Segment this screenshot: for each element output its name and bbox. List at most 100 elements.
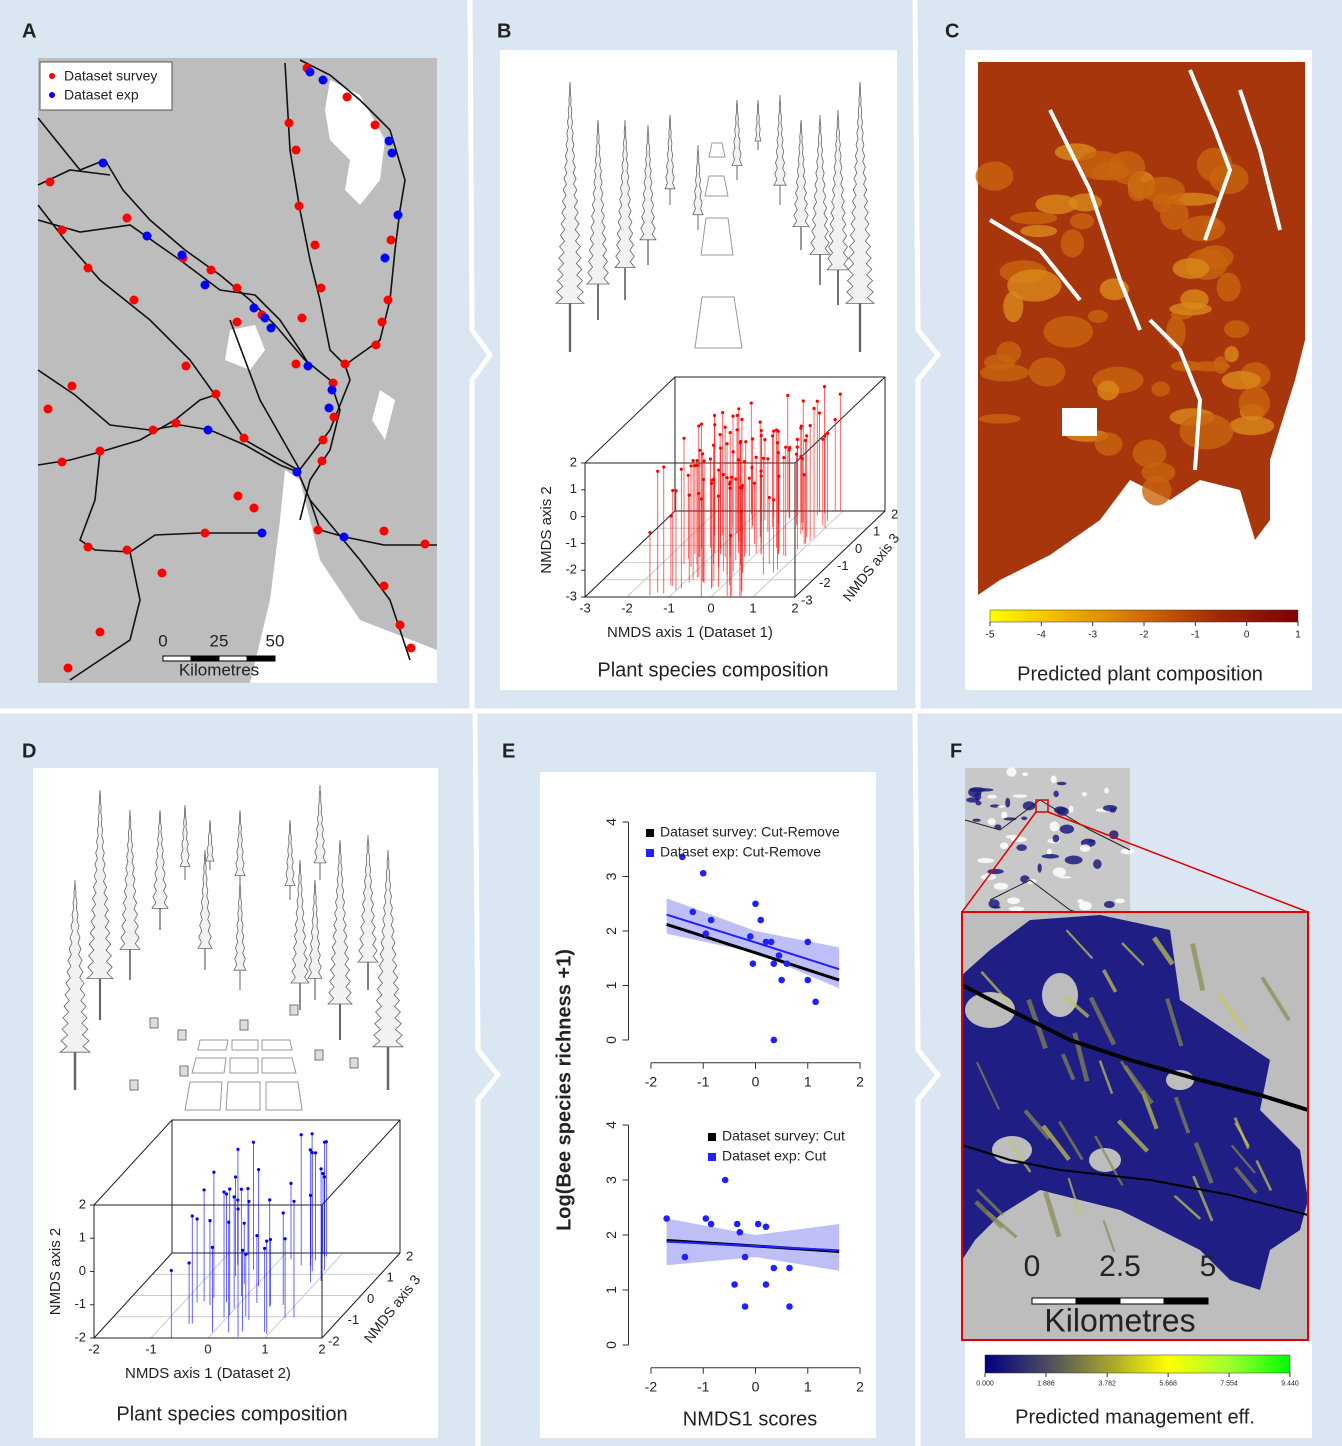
exp-site [292,467,302,477]
raster-patch [1094,432,1123,456]
axis2-tick-label: 2 [79,1196,86,1211]
map-patch [1037,863,1042,873]
spike-point [656,469,660,473]
raster-streak [1193,1142,1214,1184]
exp-site [339,532,349,542]
raster-patch [1035,194,1078,215]
colorbar [984,1354,1291,1374]
tree-illustration [205,819,215,862]
tree-illustration [313,784,327,864]
map-patch [989,804,1000,808]
survey-site [328,378,338,388]
map-patch [999,842,1009,850]
spike-point [281,1211,285,1215]
river [988,218,1082,302]
tree-illustration [773,94,787,186]
raster-streak [1230,1144,1256,1174]
raster-streak [1140,1090,1159,1130]
quadrat [700,217,734,256]
survey-site [181,361,191,371]
axis2-label: NMDS axis 2 [47,1228,64,1316]
spike-point [255,1234,259,1238]
map-patch [1103,900,1115,908]
tree-illustration [639,124,657,241]
survey-site [122,213,132,223]
survey-site [129,295,139,305]
survey-site [233,491,243,501]
colorbar [989,609,1299,623]
tree-illustration [554,81,586,304]
spike-point [263,1246,267,1250]
raster-patch [1229,416,1275,436]
x-tick-label: -2 [645,1073,658,1089]
map-patch [1008,906,1025,912]
spike-point [795,437,799,441]
spike-point [727,482,732,486]
x-tick-label: 1 [804,1379,812,1395]
raster-streak [1152,936,1175,966]
exp-site [324,403,334,413]
axis1-tick-label: 2 [318,1341,325,1356]
survey-site [43,404,53,414]
raster-patch [1007,269,1062,302]
spike-point [210,1245,214,1249]
survey-site [232,283,242,293]
quadrat [191,1057,227,1074]
raster-patch [1181,215,1226,242]
survey-site [379,526,389,536]
spike-point [222,1190,226,1194]
spike-point [734,477,738,481]
stump [289,1004,299,1016]
x-tick-label: 1 [804,1073,812,1089]
spike-point [268,1237,272,1242]
raster-patch [1077,150,1125,181]
caption: Predicted plant composition [1017,663,1263,685]
raster-streak [1041,1124,1071,1162]
tree-illustration [586,119,610,285]
survey-site [171,418,181,428]
spike-point [679,467,683,471]
data-point [736,1228,744,1236]
axis2-tick-label: -1 [74,1296,86,1311]
legend-label: Dataset exp: Cut-Remove [660,844,821,860]
spike-point [808,423,812,428]
spike-point [674,489,678,493]
exp-site [200,280,210,290]
road [961,1144,1309,1216]
spike-point [187,1261,191,1265]
spike-point [728,486,732,490]
legend-label: Dataset survey: Cut [722,1128,845,1144]
spike-point [698,448,702,452]
data-point [762,1223,770,1231]
raster-streak [1060,1053,1076,1081]
spike-point [776,451,780,455]
spike-point [712,413,717,418]
data-point [702,1215,710,1222]
spike-point [265,1239,269,1243]
x-tick-label: -1 [697,1379,710,1395]
caption: Plant species composition [597,659,828,681]
axis2-tick-label: 0 [570,508,577,523]
data-point [775,952,783,959]
tree-illustration [327,839,353,1005]
tree-illustration [792,119,810,228]
survey-site [370,120,380,130]
panel-letter: A [22,20,36,42]
map-patch [1120,848,1135,855]
axis2-tick-label: 2 [570,454,577,469]
legend-marker [646,829,654,837]
axis2-tick-label: -3 [565,588,577,603]
grid-line [626,510,718,598]
colorbar-label: -2 [1140,630,1149,641]
spike-point [737,407,741,411]
map-patch [1005,834,1019,839]
raster-streak [976,1061,1001,1110]
data-point [681,1253,689,1261]
spike-point [801,399,805,403]
stump [179,1065,189,1077]
axis2-tick-label: -2 [74,1329,86,1344]
spike-point [713,423,717,427]
y-tick-label: 0 [603,1036,619,1044]
axis2-tick-label: 1 [79,1230,86,1245]
data-point [741,1303,749,1310]
